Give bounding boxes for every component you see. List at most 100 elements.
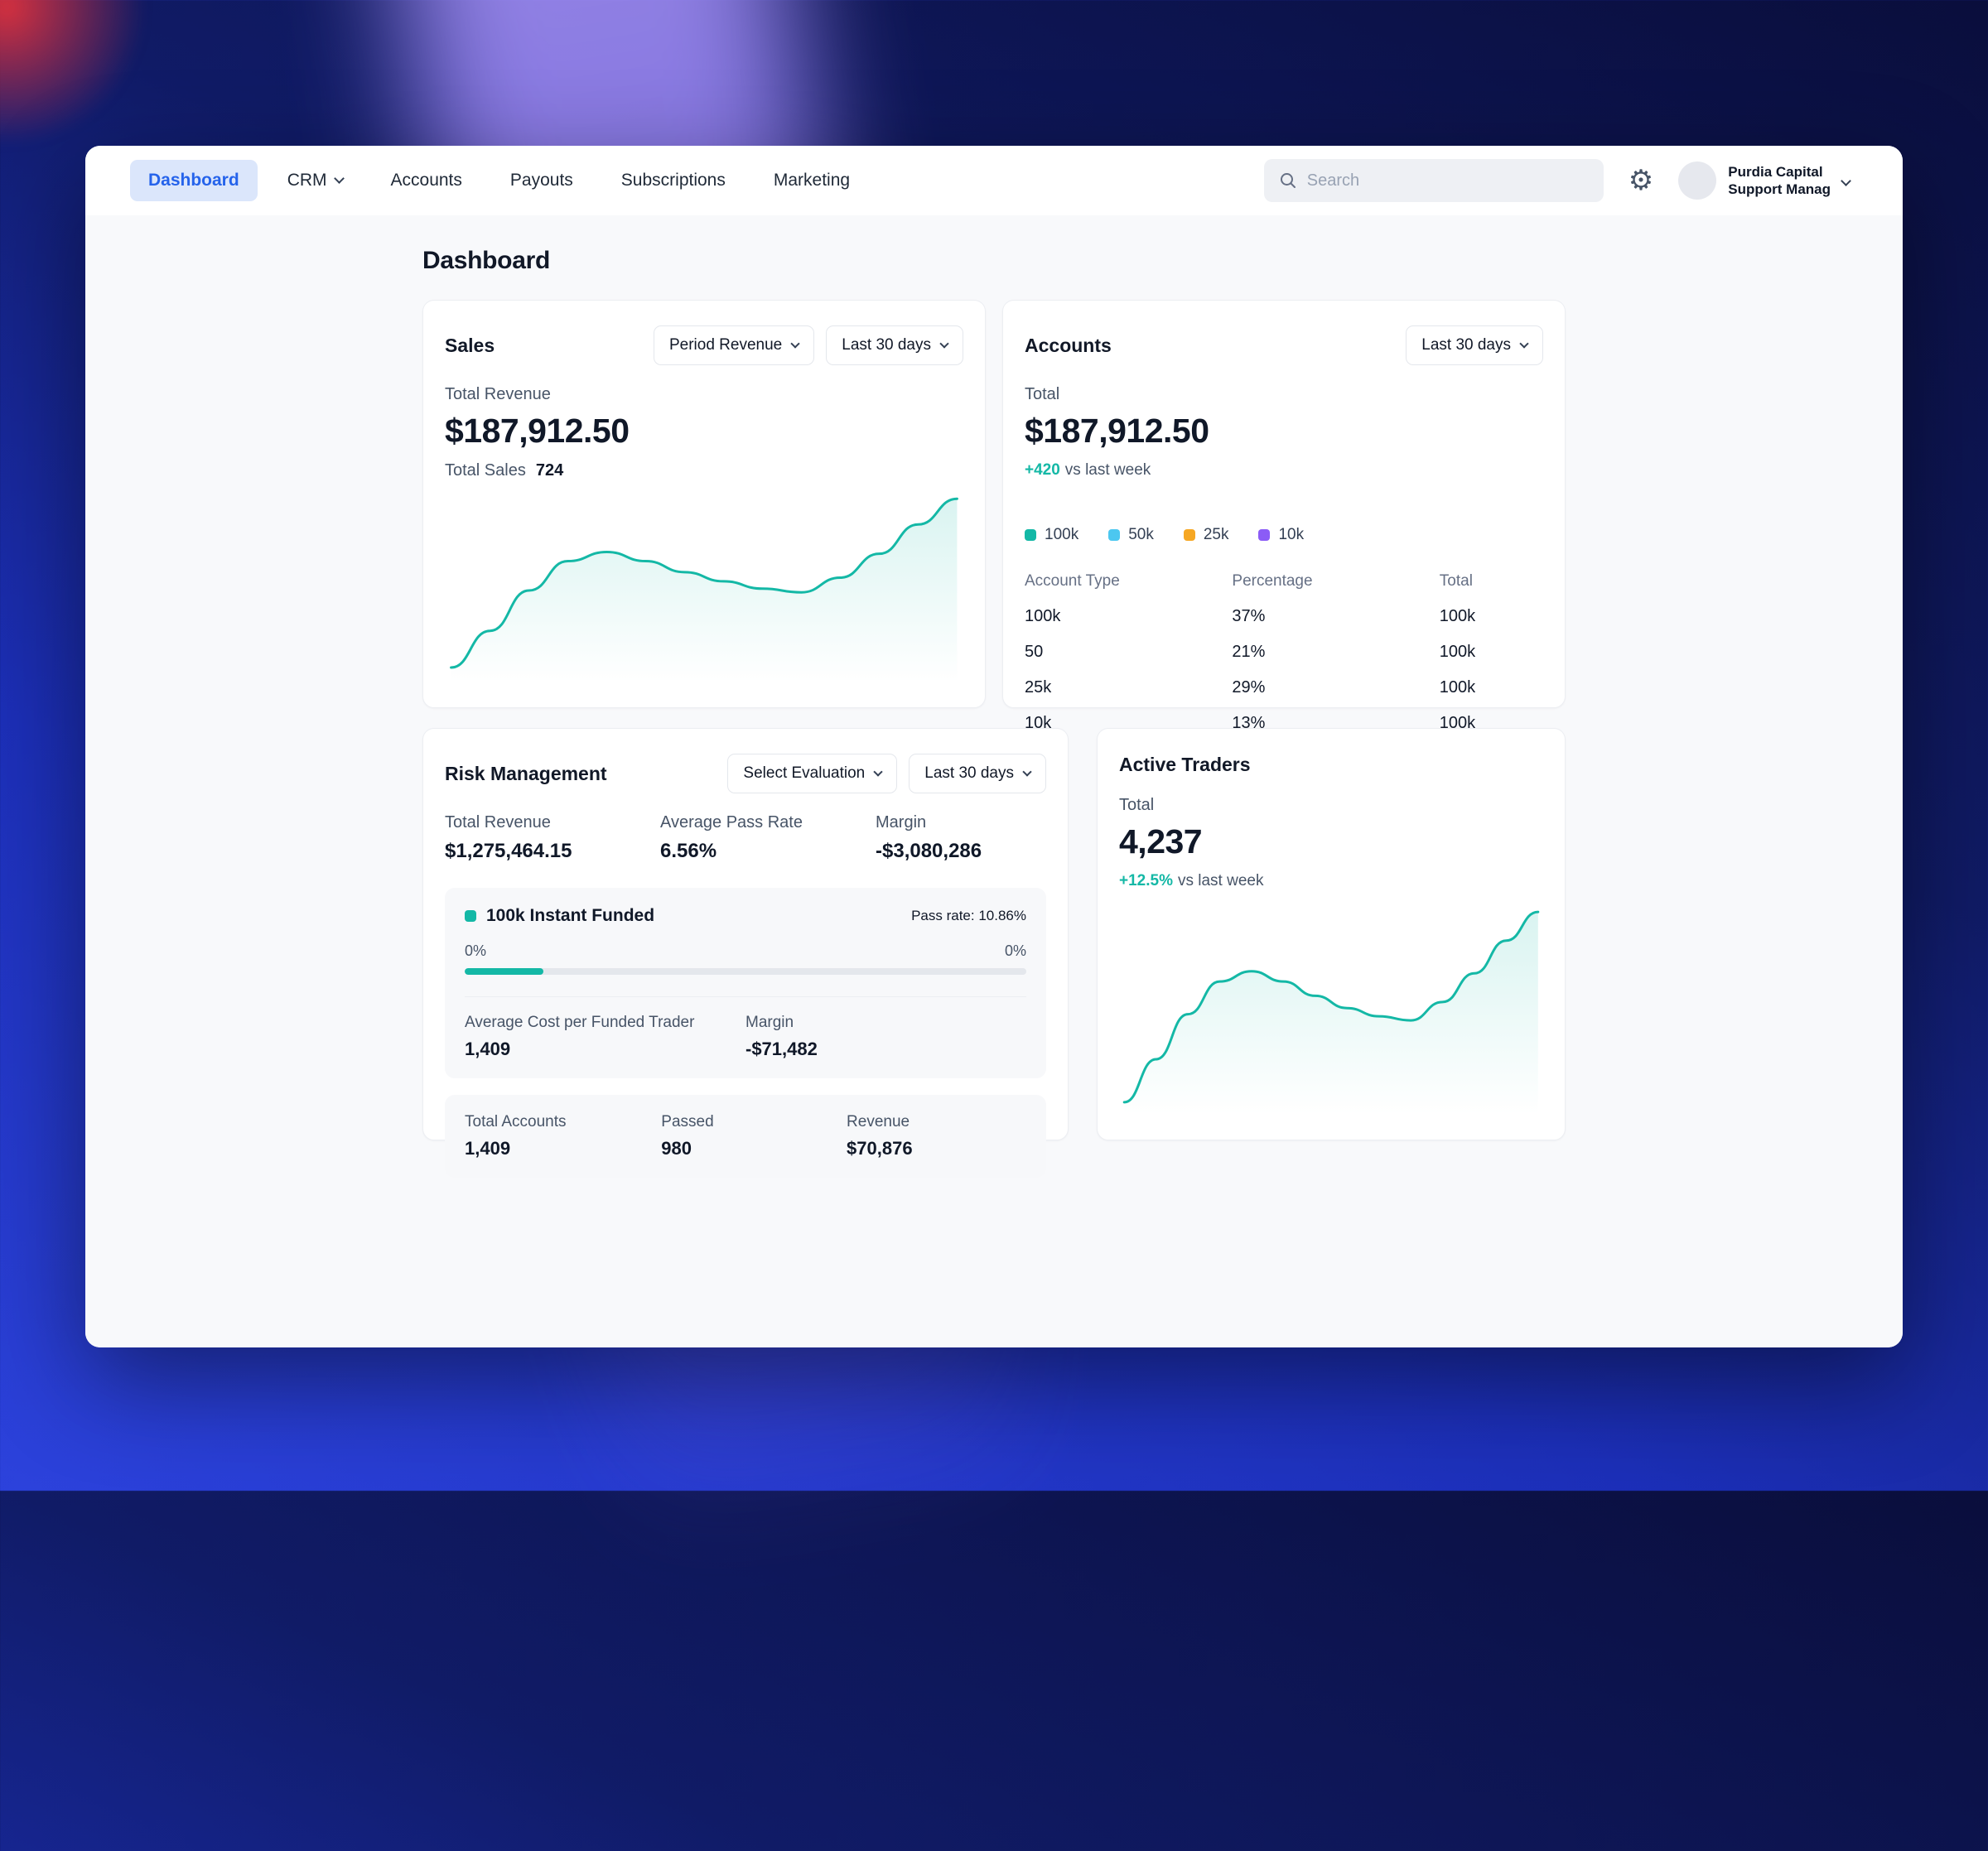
user-menu[interactable]: Purdia Capital Support Manag — [1678, 161, 1851, 200]
sales-line-chart — [445, 489, 963, 682]
stat-label: Total Revenue — [445, 813, 551, 832]
footer-value: $70,876 — [847, 1138, 913, 1159]
sales-range-select[interactable]: Last 30 days — [826, 325, 963, 365]
cell: 29% — [1232, 678, 1266, 697]
sales-title: Sales — [445, 334, 495, 356]
stat-value: 6.56% — [660, 840, 717, 862]
footer-label: Total Accounts — [465, 1113, 567, 1130]
footer-value: 1,409 — [465, 1138, 511, 1159]
nav-marketing[interactable]: Marketing — [773, 171, 851, 190]
traders-delta-line: +12.5% vs last week — [1119, 872, 1543, 890]
program-pass-rate: Pass rate: 10.86% — [911, 908, 1026, 923]
app-window: Dashboard CRM Accounts Payouts Subscript… — [85, 146, 1903, 1347]
program-name-row: 100k Instant Funded — [465, 906, 654, 926]
evaluation-select[interactable]: Select Evaluation — [727, 754, 898, 793]
nav-right-cluster: ⚙ Purdia Capital Support Manag — [1263, 159, 1851, 202]
risk-title: Risk Management — [445, 762, 607, 784]
risk-range-select[interactable]: Last 30 days — [909, 754, 1046, 793]
chevron-down-icon — [873, 767, 883, 777]
accounts-range-label: Last 30 days — [1421, 336, 1511, 354]
footer-revenue: Revenue $70,876 — [847, 1113, 1026, 1159]
total-sales-value: 724 — [535, 461, 564, 480]
chevron-down-icon — [1519, 339, 1529, 349]
avatar — [1678, 161, 1717, 200]
program-dot-icon — [465, 910, 476, 922]
legend-dot — [1025, 529, 1036, 541]
main-content: Dashboard Sales Period Revenue Last 30 d… — [85, 215, 1903, 1347]
nav-crm[interactable]: CRM — [269, 160, 361, 201]
traders-line-chart — [1119, 899, 1543, 1115]
user-company: Purdia Capital — [1728, 163, 1823, 180]
table-row: 50 21% 100k — [1025, 634, 1543, 670]
stat-avg-pass-rate: Average Pass Rate 6.56% — [660, 813, 876, 863]
legend-label: 100k — [1045, 526, 1079, 543]
search-input[interactable] — [1306, 171, 1589, 190]
accounts-card: Accounts Last 30 days Total $187,912.50 … — [1002, 300, 1566, 732]
cell: 50 — [1025, 643, 1044, 661]
nav-accounts[interactable]: Accounts — [390, 171, 462, 190]
footer-value: 980 — [661, 1138, 692, 1159]
nav-payouts[interactable]: Payouts — [509, 171, 573, 190]
sales-chart-area — [445, 489, 963, 682]
legend-dot — [1108, 529, 1121, 541]
footer-label: Revenue — [847, 1113, 910, 1130]
progress-right-percent: 0% — [1004, 942, 1026, 959]
legend-item: 100k — [1025, 526, 1078, 544]
cell: 13% — [1232, 714, 1266, 732]
program-name: 100k Instant Funded — [486, 906, 655, 925]
legend-dot — [1258, 529, 1271, 541]
sales-metric-label: Period Revenue — [668, 336, 783, 354]
stat-label: Average Pass Rate — [660, 813, 803, 832]
stat-value: $1,275,464.15 — [445, 840, 572, 862]
sales-metric-select[interactable]: Period Revenue — [653, 325, 815, 365]
cell: 100k — [1439, 643, 1476, 661]
table-row: 25k 29% 100k — [1025, 670, 1543, 706]
sales-card: Sales Period Revenue Last 30 days — [422, 300, 986, 708]
nav-crm-label: CRM — [287, 171, 327, 190]
stat-value: -$3,080,286 — [876, 840, 982, 862]
cell: 21% — [1232, 643, 1266, 661]
progress-track — [465, 968, 1026, 975]
total-sales-label: Total Sales — [445, 461, 526, 480]
total-revenue-label: Total Revenue — [445, 385, 551, 403]
progress-percent-row: 0% 0% — [465, 942, 1026, 960]
chevron-down-icon — [333, 172, 345, 184]
risk-management-card: Risk Management Select Evaluation Last 3… — [422, 728, 1069, 1178]
footer-label: Passed — [661, 1113, 714, 1130]
active-traders-card: Active Traders Total 4,237 +12.5% vs last… — [1097, 728, 1566, 1140]
accounts-range-select[interactable]: Last 30 days — [1406, 325, 1543, 365]
cell: 25k — [1025, 678, 1052, 697]
nav-subscriptions[interactable]: Subscriptions — [620, 171, 726, 190]
legend-label: 25k — [1203, 526, 1229, 543]
settings-gear-icon[interactable]: ⚙ — [1628, 165, 1654, 196]
footer-passed: Passed 980 — [661, 1113, 847, 1159]
footer-total-accounts: Total Accounts 1,409 — [465, 1113, 661, 1159]
table-row: 100k 37% 100k — [1025, 599, 1543, 634]
avg-cost-label: Average Cost per Funded Trader — [465, 1014, 695, 1031]
progress-left-percent: 0% — [465, 942, 487, 959]
red-corner-glow — [0, 0, 157, 157]
sales-range-label: Last 30 days — [842, 336, 931, 354]
top-navigation: Dashboard CRM Accounts Payouts Subscript… — [85, 146, 1903, 215]
traders-delta-suffix: vs last week — [1177, 872, 1264, 889]
accounts-total-label: Total — [1025, 385, 1060, 403]
cell: 100k — [1439, 607, 1476, 625]
program-panel: 100k Instant Funded Pass rate: 10.86% 0%… — [445, 888, 1046, 1078]
col-header: Percentage — [1232, 572, 1313, 590]
search-box[interactable] — [1263, 159, 1604, 202]
traders-delta: +12.5% — [1119, 872, 1173, 889]
legend-dot — [1183, 529, 1195, 541]
evaluation-label: Select Evaluation — [743, 764, 866, 782]
cell: 10k — [1025, 714, 1052, 732]
risk-stats-row: Total Revenue $1,275,464.15 Average Pass… — [445, 813, 1046, 863]
user-text: Purdia Capital Support Manag — [1728, 163, 1831, 199]
chevron-down-icon — [1022, 767, 1032, 777]
accounts-delta-suffix: vs last week — [1064, 461, 1151, 479]
accounts-delta: +420 — [1025, 461, 1060, 479]
cell: 100k — [1025, 607, 1061, 625]
nav-dashboard[interactable]: Dashboard — [130, 160, 258, 201]
legend-item: 10k — [1258, 526, 1304, 544]
cell: 100k — [1439, 678, 1476, 697]
risk-range-label: Last 30 days — [924, 764, 1014, 782]
traders-title: Active Traders — [1119, 754, 1251, 775]
